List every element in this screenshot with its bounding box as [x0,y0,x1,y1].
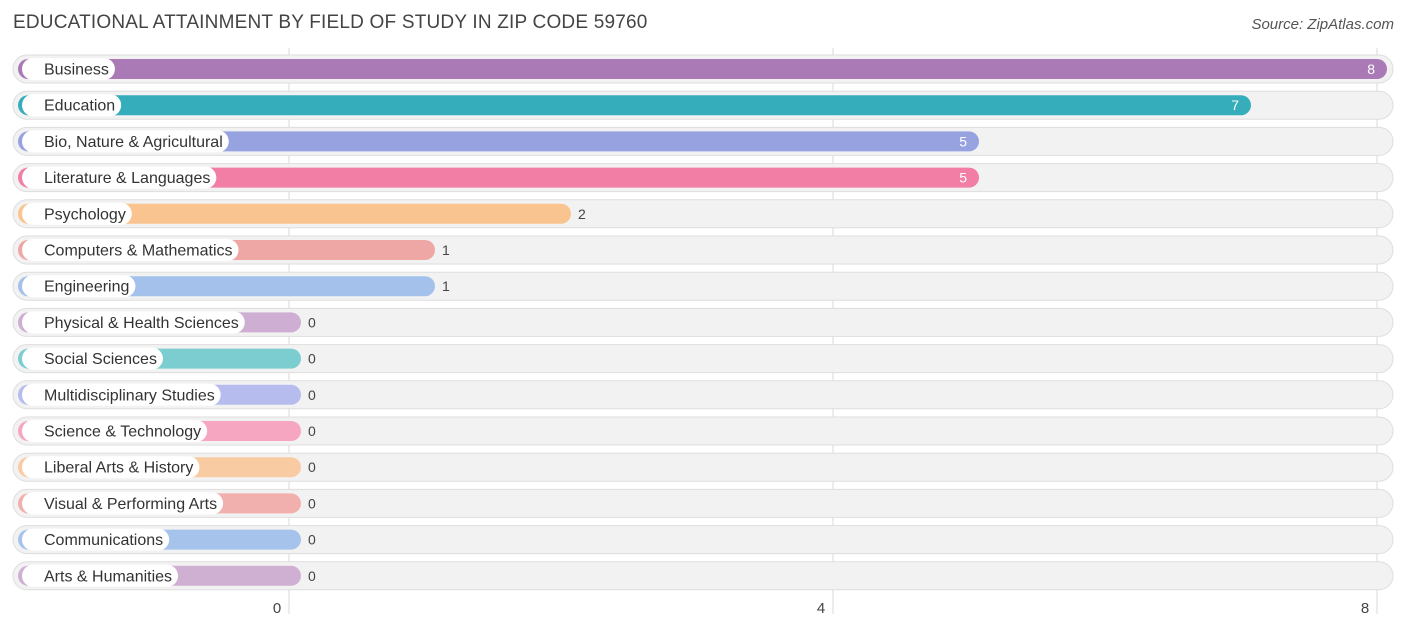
value-label: 7 [1231,97,1239,113]
x-tick-label: 4 [817,600,825,617]
value-label: 0 [308,423,316,439]
bar-track [12,525,1394,555]
bar-track [12,307,1394,337]
category-label: Psychology [44,206,126,223]
value-label: 0 [308,314,316,330]
value-label: 5 [959,170,967,186]
category-label: Liberal Arts & History [44,460,193,477]
category-label-pill [22,311,245,334]
bar-row: Bio, Nature & Agricultural 5 [12,126,1394,156]
value-label: 8 [1367,61,1375,77]
bar-row: Physical & Health Sciences 0 [12,307,1394,337]
category-label-pill [22,528,170,551]
category-label: Multidisciplinary Studies [44,387,215,404]
bar [18,167,979,188]
category-label: Computers & Mathematics [44,243,233,260]
bar-row: Arts & Humanities 0 [12,561,1394,591]
value-label: 0 [308,387,316,403]
category-label: Literature & Languages [44,170,210,187]
bar-track [12,488,1394,518]
x-tick-label: 0 [273,600,281,617]
value-label: 1 [442,278,450,294]
bar [18,59,1387,79]
category-label-pill [22,564,179,587]
value-label: 0 [308,568,316,584]
category-label-pill [22,166,217,189]
category-label-pill [22,94,122,117]
source-note: Source: ZipAtlas.com [1251,16,1394,33]
value-label: 2 [578,206,586,222]
bar-track [12,452,1394,482]
category-label: Bio, Nature & Agricultural [44,134,223,151]
value-label: 0 [308,532,316,548]
bar-row: Engineering 1 [12,271,1394,301]
category-label-pill [22,202,132,225]
bar-row: Computers & Mathematics 1 [12,235,1394,265]
bar-track [12,416,1394,446]
category-label: Social Sciences [44,351,157,368]
value-label: 0 [308,351,316,367]
category-label-pill [22,275,136,298]
category-label-pill [22,347,163,370]
category-label: Engineering [44,279,129,296]
category-label-pill [22,420,208,442]
category-label-pill [22,492,224,515]
value-label: 0 [308,459,316,475]
category-label-pill [22,456,200,479]
bar [18,131,979,152]
value-label: 1 [442,242,450,258]
bar-row: Visual & Performing Arts 0 [12,488,1394,518]
category-label: Education [44,98,115,115]
bar-row: Psychology 2 [12,199,1394,229]
bar-track [12,380,1394,410]
value-label: 5 [959,133,967,149]
category-label-pill [22,239,239,261]
category-label: Business [44,62,109,79]
bar [18,95,1251,116]
value-label: 0 [308,495,316,511]
category-label: Arts & Humanities [44,568,172,585]
rows-layer: Business 8 Education 7 Bio, Nature & Agricul… [12,54,1394,591]
bar-row: Business 8 [12,54,1394,84]
bar [18,203,571,224]
category-label: Science & Technology [44,424,201,441]
bar-row: Multidisciplinary Studies 0 [12,380,1394,410]
x-tick-label: 8 [1361,600,1369,617]
bar-row: Liberal Arts & History 0 [12,452,1394,482]
bar-row: Literature & Languages 5 [12,163,1394,193]
chart-title: EDUCATIONAL ATTAINMENT BY FIELD OF STUDY… [13,12,648,33]
category-label: Physical & Health Sciences [44,315,239,332]
category-label-pill [22,383,221,406]
bar-track [12,561,1394,591]
x-axis-ticks: 0 4 8 [273,600,1369,617]
category-label-pill [22,130,229,153]
bar-row: Communications 0 [12,525,1394,555]
category-label: Visual & Performing Arts [44,496,217,513]
category-label-pill [22,58,115,80]
bar-track [12,344,1394,374]
bar-row: Science & Technology 0 [12,416,1394,446]
bar-row: Social Sciences 0 [12,344,1394,374]
category-label: Communications [44,532,163,549]
bar-row: Education 7 [12,90,1394,120]
